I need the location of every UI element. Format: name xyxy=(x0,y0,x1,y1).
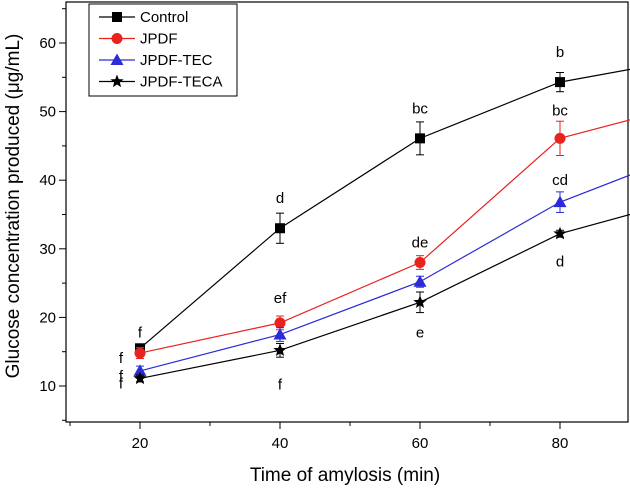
x-tick-label: 40 xyxy=(272,435,289,452)
significance-label: bc xyxy=(552,102,568,119)
data-point xyxy=(273,328,287,340)
data-point xyxy=(415,133,425,144)
series-jpdf-tec: fcdcb xyxy=(119,172,630,385)
y-tick-label: 40 xyxy=(39,172,56,189)
legend-marker xyxy=(112,12,122,22)
legend-label: JPDF xyxy=(140,31,178,48)
y-tick-label: 60 xyxy=(39,35,56,52)
series-line xyxy=(139,68,630,349)
data-point xyxy=(553,195,567,208)
legend: Control JPDF JPDF-TEC JPDF-TECA xyxy=(88,3,238,97)
significance-label: b xyxy=(556,44,564,61)
significance-label: cd xyxy=(552,172,568,189)
significance-label: f xyxy=(119,375,124,392)
data-point xyxy=(134,347,146,359)
data-point xyxy=(275,223,285,234)
data-point xyxy=(414,257,426,269)
series-jpdf: fefdebcbb xyxy=(119,102,630,367)
data-point xyxy=(413,295,427,308)
significance-label: e xyxy=(416,324,424,341)
significance-label: d xyxy=(276,190,284,207)
legend-label: Control xyxy=(140,9,188,26)
significance-label: f xyxy=(119,368,124,385)
series-jpdf-teca: ffedcdc xyxy=(119,213,630,393)
significance-label: ef xyxy=(274,290,287,307)
significance-label: f xyxy=(138,324,143,341)
data-point xyxy=(133,364,147,376)
significance-label: f xyxy=(278,376,283,393)
legend-marker xyxy=(110,53,124,65)
data-point xyxy=(555,77,565,88)
plot-frame xyxy=(65,1,629,423)
data-point xyxy=(553,226,567,240)
data-point xyxy=(413,275,427,287)
series-line xyxy=(139,119,630,354)
x-tick-label: 80 xyxy=(552,435,569,452)
significance-label: bc xyxy=(412,100,428,117)
data-point xyxy=(133,371,147,385)
legend-marker xyxy=(110,74,124,88)
x-tick-label: 60 xyxy=(412,435,429,452)
legend-label: JPDF-TECA xyxy=(140,74,223,91)
y-axis-title: Glucose concentration produced (μg/mL) xyxy=(3,34,24,379)
series-line xyxy=(139,174,630,372)
x-axis-title: Time of amylosis (min) xyxy=(250,465,440,486)
legend-label: JPDF-TEC xyxy=(140,52,213,69)
y-tick-label: 30 xyxy=(39,241,56,258)
series-line xyxy=(139,213,630,380)
y-tick-label: 50 xyxy=(39,104,56,121)
data-point xyxy=(273,343,287,356)
significance-label: f xyxy=(119,350,124,367)
x-tick-label: 20 xyxy=(132,435,149,452)
significance-label: d xyxy=(556,254,564,271)
y-tick-label: 10 xyxy=(39,378,56,395)
y-tick-label: 20 xyxy=(39,309,56,326)
legend-marker xyxy=(111,33,123,44)
data-point xyxy=(554,132,566,144)
significance-label: de xyxy=(412,235,429,252)
data-point xyxy=(274,317,286,329)
